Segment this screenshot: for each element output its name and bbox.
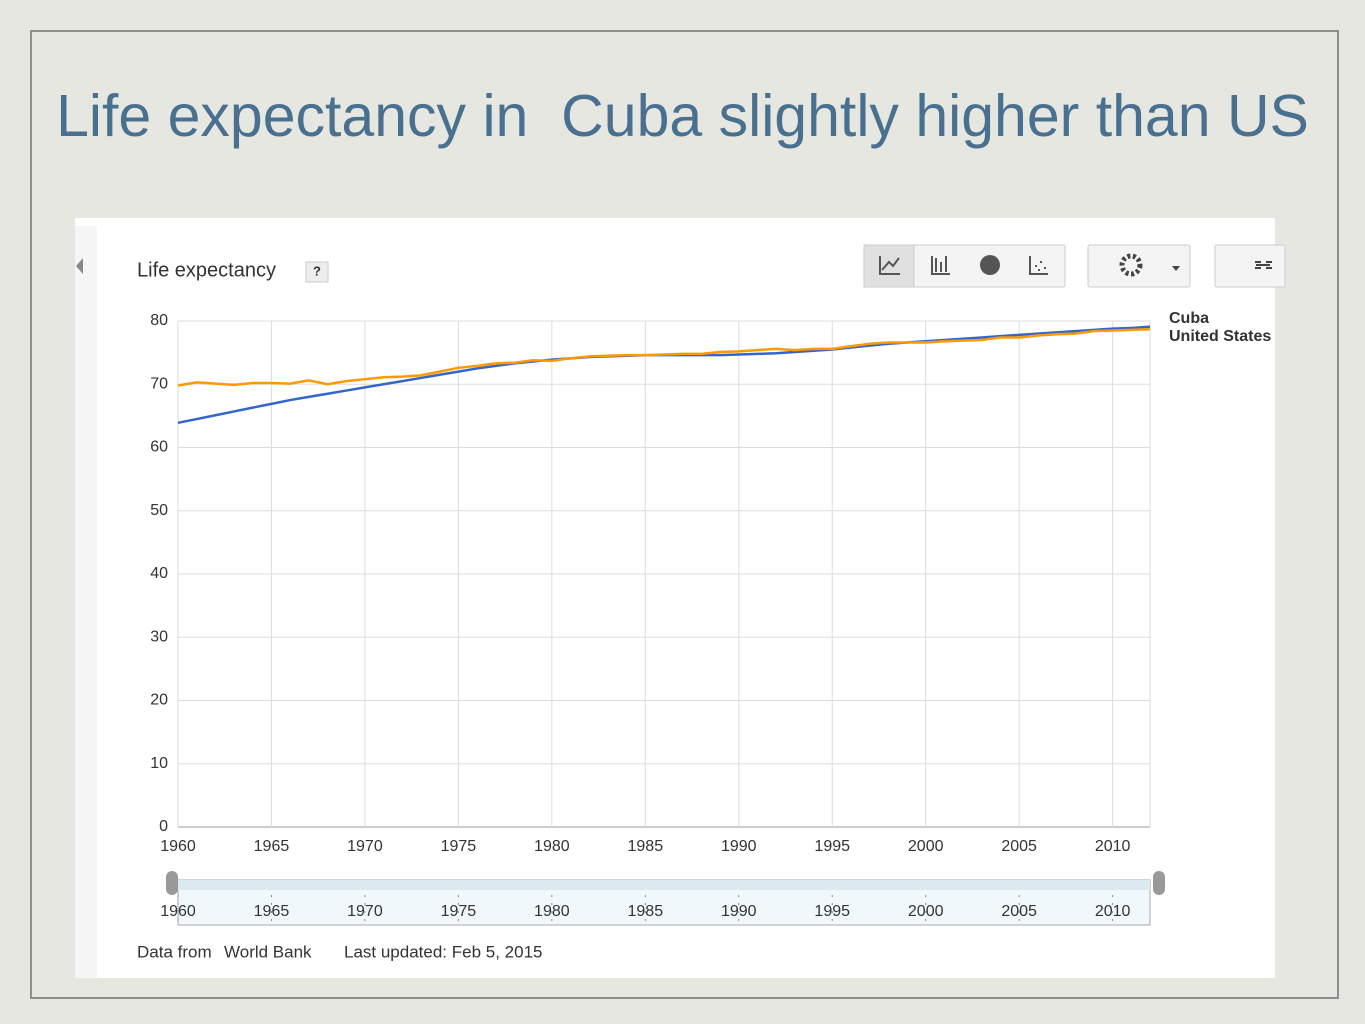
help-text: ?	[313, 263, 321, 278]
x-tick-label: 1960	[160, 838, 196, 855]
slider-tick-label: 1995	[814, 903, 850, 920]
y-tick-label: 60	[150, 439, 168, 456]
legend-label: United States	[1169, 328, 1271, 345]
plot: 0 10 20 30 40 50 60 70 80 1960 1965 1970 1975 1980 198…	[150, 310, 1271, 926]
range-selection	[178, 880, 1150, 890]
link-button[interactable]	[1214, 244, 1286, 288]
x-tick-label: 2010	[1095, 838, 1131, 855]
bar-icon	[931, 256, 950, 275]
dropdown-arrow	[1172, 266, 1180, 271]
toolbar	[863, 244, 1286, 288]
slider-tick-label: 1965	[254, 903, 290, 920]
x-tick-label: 2000	[908, 838, 944, 855]
legend-label: Cuba	[1169, 310, 1209, 327]
slider-tick-label: 1975	[441, 903, 477, 920]
line-icon	[879, 256, 900, 275]
source-link[interactable]: World Bank	[224, 942, 312, 961]
y-tick-label: 30	[150, 628, 168, 645]
slide-title: Life expectancy in Cuba slightly higher …	[56, 83, 1309, 149]
slider-handle[interactable]	[166, 871, 178, 895]
slider-tick-label: 1970	[347, 903, 383, 920]
y-tick-label: 80	[150, 312, 168, 329]
source-prefix: Data from	[137, 942, 212, 961]
sidebar	[75, 226, 97, 978]
y-tick-label: 50	[150, 502, 168, 519]
map-icon	[980, 255, 1000, 275]
slider-tick-label: 1990	[721, 903, 757, 920]
y-tick-label: 0	[159, 818, 168, 835]
x-tick-label: 1970	[347, 838, 383, 855]
x-tick-label: 1980	[534, 838, 570, 855]
series-line	[177, 327, 1151, 387]
y-tick-label: 20	[150, 692, 168, 709]
slider-handle[interactable]	[1153, 871, 1165, 895]
x-tick-label: 1995	[814, 838, 850, 855]
gear-icon	[1119, 253, 1143, 277]
y-tick-label: 10	[150, 755, 168, 772]
scatter-icon	[1029, 256, 1048, 275]
slider-tick-label: 1985	[628, 903, 664, 920]
x-tick-label: 2005	[1001, 838, 1037, 855]
x-tick-label: 1975	[441, 838, 477, 855]
screenshot	[75, 218, 1275, 978]
x-tick-label: 1990	[721, 838, 757, 855]
collapse-arrow	[76, 258, 83, 274]
slider-tick-label: 2010	[1095, 903, 1131, 920]
y-tick-label: 70	[150, 375, 168, 392]
slider-tick-label: 1980	[534, 903, 570, 920]
line-button[interactable]	[863, 244, 915, 288]
x-tick-label: 1985	[628, 838, 664, 855]
link-icon	[1255, 261, 1272, 269]
y-tick-label: 40	[150, 565, 168, 582]
last-updated: Last updated: Feb 5, 2015	[344, 942, 543, 961]
slide-frame	[30, 30, 1339, 999]
slider-tick-label: 2005	[1001, 903, 1037, 920]
slider-tick-label: 1960	[160, 903, 196, 920]
help-icon	[305, 261, 329, 283]
x-tick-label: 1965	[254, 838, 290, 855]
chart-title: Life expectancy	[137, 259, 276, 281]
slider-tick-label: 2000	[908, 903, 944, 920]
